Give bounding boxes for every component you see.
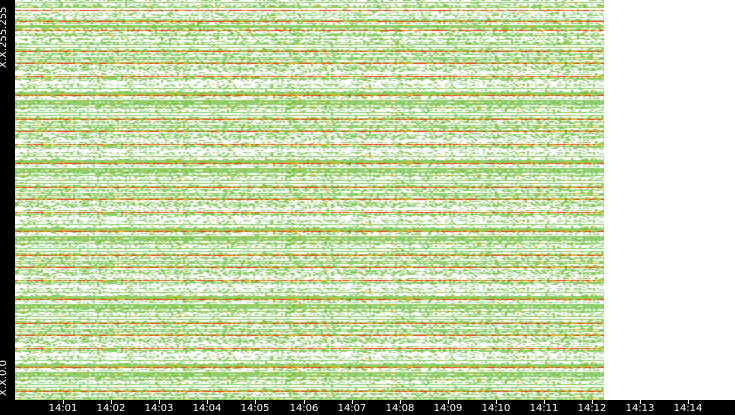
x-axis: 14:01 14:02 14:03 14:04 14:05 14:06 14:07 14:08… [0,400,735,415]
x-tick [255,400,256,404]
heatmap-plot[interactable] [15,0,604,400]
x-tick [688,400,689,404]
x-tick [63,400,64,404]
x-tick [448,400,449,404]
x-tick-label: 14:14 [673,403,703,414]
x-tick-label: 14:12 [577,403,607,414]
x-tick-label: 14:01 [48,403,78,414]
x-tick-label: 14:10 [481,403,511,414]
x-tick-label: 14:05 [240,403,270,414]
x-tick [544,400,545,404]
x-tick-label: 14:13 [625,403,655,414]
x-tick-label: 14:02 [96,403,126,414]
x-tick [207,400,208,404]
y-axis: X.X.255.255 X.X.0.0 [0,0,15,400]
x-tick-label: 14:11 [529,403,559,414]
x-tick [159,400,160,404]
x-tick [640,400,641,404]
x-tick-label: 14:06 [289,403,319,414]
x-tick [592,400,593,404]
x-tick [352,400,353,404]
x-tick-label: 14:08 [385,403,415,414]
x-tick-label: 14:03 [144,403,174,414]
x-tick-label: 14:09 [433,403,463,414]
y-label-bottom: X.X.0.0 [0,360,9,396]
x-tick [304,400,305,404]
x-tick [496,400,497,404]
x-tick-label: 14:04 [192,403,222,414]
y-label-top: X.X.255.255 [0,6,9,68]
x-tick [400,400,401,404]
x-tick [111,400,112,404]
empty-future-region [604,0,735,400]
x-tick-label: 14:07 [337,403,367,414]
